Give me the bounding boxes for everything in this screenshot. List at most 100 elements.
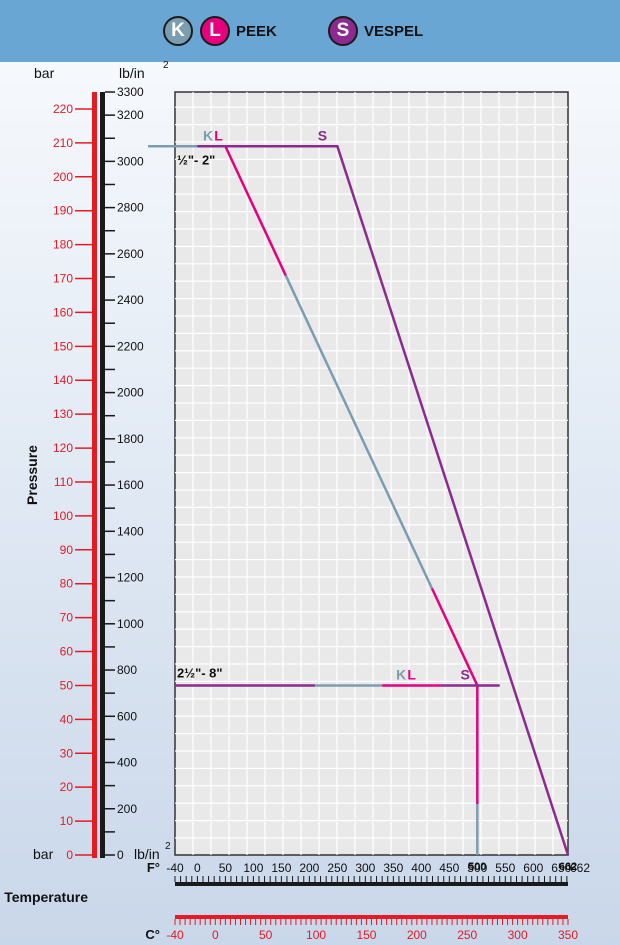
f-tick-label: 350 [383, 861, 403, 875]
psi-tick-label: 3300 [117, 85, 144, 99]
c-tick-label: 250 [457, 928, 477, 942]
legend-vespel: S VESPEL [328, 14, 423, 48]
bar-unit-label-top: bar [34, 65, 55, 81]
bar-tick-label: 210 [53, 136, 73, 150]
f-tick-label: 200 [299, 861, 319, 875]
k-badge: K [163, 16, 193, 46]
bar-tick-label: 180 [53, 238, 73, 252]
c-unit-label: C° [145, 927, 160, 942]
f-tick-label: 250 [327, 861, 347, 875]
plot-area [174, 91, 569, 856]
bar-unit-label-bottom: bar [33, 846, 54, 862]
y-axis-title: Pressure [24, 445, 40, 505]
psi-tick-label: 800 [117, 663, 137, 677]
bar-tick-label: 100 [53, 509, 73, 523]
psi-tick-label: 2800 [117, 201, 144, 215]
bar-tick-label: 80 [60, 577, 74, 591]
series-kl-segment-0 [224, 145, 287, 277]
f-tick-label: 450 [439, 861, 459, 875]
size-label-small: ½"- 2" [177, 152, 215, 167]
f-tick-label: 662 [570, 861, 590, 875]
bar-tick-label: 50 [60, 678, 74, 692]
c-tick-label: 150 [356, 928, 376, 942]
f-tick-label: 300 [355, 861, 375, 875]
f-tick-label: 500 [467, 861, 487, 875]
f-tick-label: 50 [219, 861, 233, 875]
top-label-s: S [318, 127, 327, 143]
psi-tick-label: 2200 [117, 339, 144, 353]
size-label-large: 2½"- 8" [177, 665, 223, 680]
psi-tick-label: 2400 [117, 293, 144, 307]
top-label-k: K [203, 127, 213, 143]
bar-tick-label: 60 [60, 645, 74, 659]
psi-unit-sup-bottom: 2 [165, 841, 171, 852]
bottom-label-l: L [407, 666, 416, 682]
f-tick-label: 150 [271, 861, 291, 875]
s-badge: S [328, 16, 358, 46]
bar-tick-label: 220 [53, 102, 73, 116]
bar-tick-label: 170 [53, 272, 73, 286]
peek-label: PEEK [236, 22, 277, 40]
bottom-label-s: S [461, 666, 470, 682]
psi-tick-label: 3200 [117, 108, 144, 122]
x-marker-label: 500 [468, 861, 486, 873]
c-tick-label: 200 [407, 928, 427, 942]
psi-unit-sup-top: 2 [163, 60, 169, 71]
bar-tick-label: 20 [60, 780, 74, 794]
bar-tick-label: 10 [60, 814, 74, 828]
f-unit-label: F° [147, 860, 160, 875]
f-tick-label: 600 [523, 861, 543, 875]
bar-axis-line [92, 92, 97, 858]
f-tick-label: 550 [495, 861, 515, 875]
y-axis-psi: 0200400600800100012001400160018002000220… [24, 60, 171, 862]
psi-tick-label: 2600 [117, 247, 144, 261]
l-badge: L [200, 16, 230, 46]
x-axis-title: Temperature [4, 889, 88, 905]
psi-tick-label: 2000 [117, 386, 144, 400]
bar-tick-label: 190 [53, 204, 73, 218]
top-label-l: L [214, 127, 223, 143]
c-tick-label: 100 [306, 928, 326, 942]
c-tick-label: 50 [259, 928, 273, 942]
bar-tick-label: 110 [54, 475, 73, 489]
f-tick-label: 400 [411, 861, 431, 875]
bar-tick-label: 0 [66, 848, 73, 862]
psi-tick-label: 400 [117, 756, 137, 770]
bar-tick-label: 160 [53, 305, 73, 319]
legend-peek: L PEEK [200, 14, 277, 48]
psi-tick-label: 0 [117, 848, 124, 862]
f-axis-line [175, 882, 568, 886]
bar-tick-label: 40 [60, 712, 74, 726]
chart-labels: K L SK L S½"- 2"2½"- 8" [177, 127, 470, 682]
psi-axis-line [100, 92, 105, 858]
bar-tick-label: 130 [53, 407, 73, 421]
legend-bar: K L PEEK S VESPEL [0, 0, 620, 62]
psi-unit-label-bottom: lb/in [134, 846, 160, 862]
psi-tick-label: 1000 [117, 617, 144, 631]
bar-tick-label: 200 [53, 170, 73, 184]
c-tick-label: 0 [212, 928, 219, 942]
bar-tick-label: 140 [53, 373, 73, 387]
psi-tick-label: 1400 [117, 524, 144, 538]
f-tick-label: 650 [551, 861, 571, 875]
x-axes: -40 0 50 100 150 200 250 300 350 400 450 500 550 600 6… [4, 860, 590, 942]
c-tick-label: -40 [166, 928, 184, 942]
bottom-label-k: K [396, 666, 406, 682]
psi-tick-label: 1800 [117, 432, 144, 446]
series-kl-segment-1 [284, 275, 434, 589]
f-tick-label: -40 [166, 861, 184, 875]
psi-tick-label: 1200 [117, 571, 144, 585]
bar-tick-label: 90 [60, 543, 74, 557]
y-axis-bar: 0 10 20 30 40 50 60 70 80 90 100 110 120 130 140 150 160… [33, 65, 97, 862]
c-tick-label: 350 [558, 928, 578, 942]
psi-tick-label: 200 [117, 802, 137, 816]
x-marker-label: 662 [559, 861, 577, 873]
bar-tick-label: 30 [60, 746, 74, 760]
psi-tick-label: 1600 [117, 478, 144, 492]
psi-unit-label-top: lb/in [119, 65, 145, 81]
f-tick-label: 0 [194, 861, 201, 875]
vespel-label: VESPEL [364, 22, 424, 40]
psi-tick-label: 3000 [117, 154, 144, 168]
f-tick-label: 100 [243, 861, 263, 875]
